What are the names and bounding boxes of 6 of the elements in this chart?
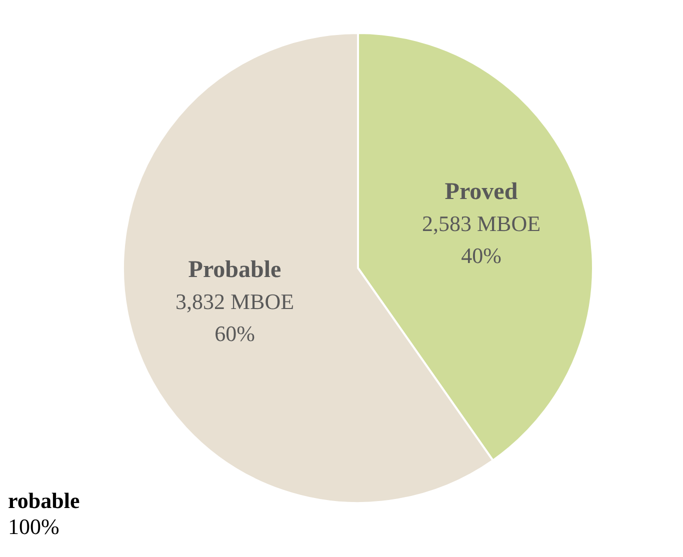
- slice-label: Proved: [444, 179, 518, 206]
- text: 100%: [8, 514, 60, 540]
- data-label: 3,832 MBOE 60%: [175, 288, 294, 346]
- slice-label: Probable: [188, 256, 282, 283]
- data-label: 2,583 MBOE 40%: [422, 211, 541, 268]
- text: robable: [8, 488, 80, 514]
